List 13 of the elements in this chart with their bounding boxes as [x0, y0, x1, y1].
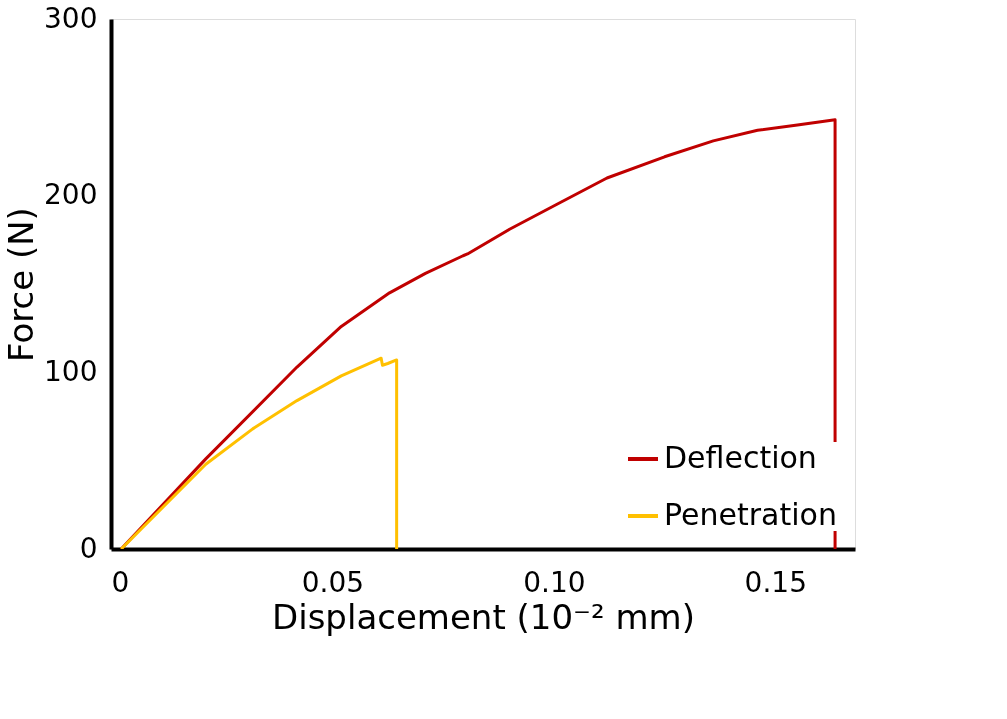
y-tick-label: 100 — [44, 354, 98, 388]
x-tick-label: 0.05 — [301, 565, 365, 599]
legend-label: Penetration — [664, 497, 837, 532]
y-tick-label: 0 — [79, 531, 98, 565]
x-tick-label: 0 — [111, 565, 130, 599]
x-tick-label: 0.10 — [523, 565, 586, 599]
y-tick-label: 300 — [44, 1, 98, 35]
x-tick-label: 0.15 — [744, 565, 807, 599]
line-series — [119, 356, 399, 549]
legend-label: Deflection — [664, 440, 817, 475]
y-tick-label: 200 — [44, 178, 98, 212]
x-axis-title: Displacement (10⁻² mm) — [272, 596, 695, 637]
y-axis-title: Force (N) — [1, 207, 42, 362]
